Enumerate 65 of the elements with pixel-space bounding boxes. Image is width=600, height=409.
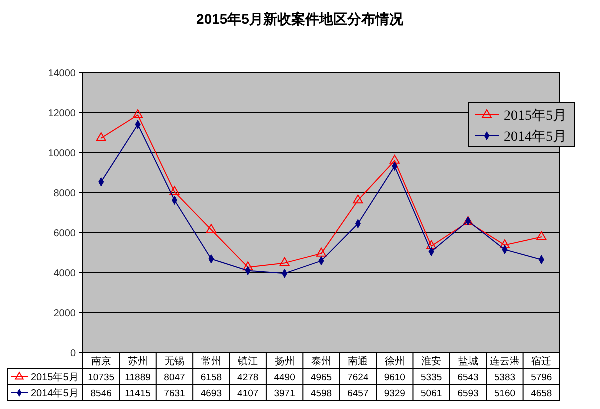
data-label: 6158 xyxy=(200,372,222,384)
point xyxy=(280,257,290,266)
data-label: 11415 xyxy=(125,388,151,400)
point xyxy=(463,216,474,226)
text: 2014年5月 xyxy=(31,388,79,400)
data-label: 4278 xyxy=(238,372,259,384)
data-label: 5160 xyxy=(494,388,516,400)
data-label: 5335 xyxy=(421,372,442,384)
x-tick-label: 宿迁 xyxy=(532,356,552,368)
x-tick-label: 徐州 xyxy=(384,356,405,368)
y-tick-label: 2000 xyxy=(54,308,76,320)
data-label: 11889 xyxy=(125,372,151,384)
x-tick-label: 扬州 xyxy=(274,356,295,368)
x-tick-label: 无锡 xyxy=(164,356,185,368)
point xyxy=(426,240,437,250)
data-label: 4965 xyxy=(310,372,332,384)
point xyxy=(96,132,106,142)
data-label: 9610 xyxy=(384,372,406,384)
point xyxy=(243,262,254,271)
y-tick-label: 0 xyxy=(70,348,76,360)
data-label: 3971 xyxy=(274,388,296,400)
data-label: 5796 xyxy=(531,372,552,384)
x-tick-label: 盐城 xyxy=(458,356,478,368)
y-tick-label: 12000 xyxy=(48,108,76,120)
legend-label: 2015年5月 xyxy=(504,108,567,124)
data-label: 4693 xyxy=(200,388,222,400)
legend-label: 2014年5月 xyxy=(504,128,567,145)
x-tick-label: 镇江 xyxy=(237,356,258,368)
data-label: 4598 xyxy=(310,388,332,400)
x-tick-label: 连云港 xyxy=(490,356,520,368)
y-tick-label: 10000 xyxy=(48,148,76,160)
text: 2015年5月 xyxy=(31,372,79,384)
data-label: 6543 xyxy=(458,372,479,384)
data-label: 8047 xyxy=(164,372,186,384)
data-label: 5061 xyxy=(421,388,442,400)
data-label: 4107 xyxy=(238,388,259,400)
point xyxy=(390,155,400,164)
data-label: 5383 xyxy=(494,372,516,384)
x-tick-label: 南京 xyxy=(91,356,112,368)
data-label: 8546 xyxy=(90,388,112,400)
y-tick-label: 8000 xyxy=(54,188,76,200)
data-label: 4490 xyxy=(274,372,296,384)
data-label: 9329 xyxy=(384,388,406,400)
data-label: 6593 xyxy=(458,388,479,400)
data-label: 10735 xyxy=(88,372,115,384)
x-tick-label: 苏州 xyxy=(128,356,148,368)
y-tick-label: 14000 xyxy=(48,68,76,80)
data-label: 7624 xyxy=(348,372,369,384)
y-tick-label: 4000 xyxy=(54,268,76,280)
chart-title: 2015年5月新收案件地区分布情况 xyxy=(196,11,404,27)
point xyxy=(316,248,327,257)
y-tick-label: 6000 xyxy=(54,228,76,240)
point xyxy=(500,240,510,248)
point xyxy=(536,231,547,240)
point xyxy=(353,194,364,204)
x-tick-label: 泰州 xyxy=(312,356,332,368)
data-label: 6457 xyxy=(348,388,369,400)
data-label: 4658 xyxy=(531,388,552,400)
x-tick-label: 南通 xyxy=(348,356,368,368)
x-tick-label: 常州 xyxy=(201,356,222,368)
x-tick-label: 淮安 xyxy=(422,356,442,368)
data-label: 7631 xyxy=(164,388,186,400)
point xyxy=(132,109,144,118)
point xyxy=(170,186,180,196)
point xyxy=(206,224,216,233)
